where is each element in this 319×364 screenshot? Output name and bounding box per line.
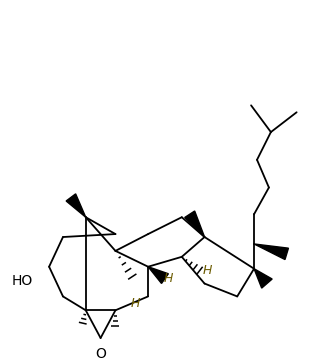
Text: O: O: [95, 347, 106, 361]
Polygon shape: [185, 211, 204, 237]
Text: H: H: [130, 297, 140, 310]
Text: H: H: [163, 272, 173, 285]
Polygon shape: [254, 244, 288, 260]
Text: H: H: [203, 264, 212, 277]
Polygon shape: [66, 194, 86, 217]
Polygon shape: [148, 267, 168, 284]
Text: HO: HO: [11, 274, 33, 288]
Polygon shape: [254, 269, 272, 288]
